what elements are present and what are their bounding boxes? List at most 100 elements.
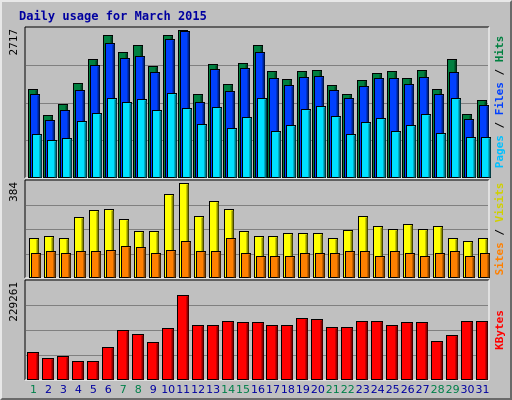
kbytes-kbytes-bar-3 xyxy=(57,356,69,380)
hits-pages-bar-29-shade xyxy=(458,99,461,178)
visits-sites-bar-15 xyxy=(241,253,251,278)
kbytes-kbytes-bar-20 xyxy=(311,319,323,380)
x-tick-day-28: 28 xyxy=(431,383,445,396)
hits-pages-bar-8-shade xyxy=(144,100,147,178)
hits-pages-bar-15 xyxy=(242,117,252,178)
visits-sites-bar-8-shade xyxy=(143,248,146,278)
x-tick-day-24: 24 xyxy=(371,383,385,396)
kbytes-kbytes-bar-16-shade xyxy=(261,323,264,380)
kbytes-kbytes-bar-23-shade xyxy=(365,322,368,380)
hits-pages-bar-16 xyxy=(257,98,267,178)
visits-sites-bar-4-shade xyxy=(83,252,86,278)
kbytes-kbytes-bar-5 xyxy=(87,361,99,380)
hits-pages-bar-3 xyxy=(62,138,72,178)
right-label-hits-part-1: Pages xyxy=(493,135,506,168)
hits-pages-bar-9-shade xyxy=(159,111,162,178)
right-label-kbytes-part-1: KBytes xyxy=(493,310,506,350)
visits-sites-bar-19-shade xyxy=(307,254,310,278)
hits-pages-bar-12 xyxy=(197,124,207,178)
x-tick-day-1: 1 xyxy=(30,383,37,396)
hits-pages-bar-31 xyxy=(481,137,491,178)
x-tick-day-5: 5 xyxy=(90,383,97,396)
visits-sites-bar-29 xyxy=(450,251,460,278)
visits-sites-bar-9-shade xyxy=(158,254,161,278)
hits-pages-bar-11 xyxy=(182,108,192,178)
hits-pages-bar-21-shade xyxy=(338,117,341,178)
x-tick-day-10: 10 xyxy=(161,383,175,396)
kbytes-kbytes-bar-1 xyxy=(27,352,39,380)
visits-sites-bar-4 xyxy=(76,251,86,278)
kbytes-kbytes-bar-8-shade xyxy=(141,335,144,380)
x-tick-day-16: 16 xyxy=(251,383,265,396)
visits-sites-bar-23-shade xyxy=(367,252,370,278)
hits-pages-bar-8 xyxy=(137,99,147,178)
visits-sites-bar-25 xyxy=(390,251,400,278)
x-tick-day-30: 30 xyxy=(461,383,475,396)
right-label-visits: Sites / Visits xyxy=(493,183,506,276)
x-tick-day-19: 19 xyxy=(296,383,310,396)
visits-sites-bar-27-shade xyxy=(427,257,430,278)
kbytes-kbytes-bar-11-shade xyxy=(186,296,189,380)
visits-sites-bar-9 xyxy=(151,253,161,278)
kbytes-kbytes-bar-9-shade xyxy=(156,343,159,380)
visits-sites-bar-29-shade xyxy=(457,252,460,278)
visits-sites-bar-24-shade xyxy=(382,257,385,278)
kbytes-kbytes-bar-30-shade xyxy=(470,322,473,380)
hits-pages-bar-18-shade xyxy=(293,126,296,178)
visits-sites-bar-31-shade xyxy=(487,254,490,278)
visits-sites-bar-30-shade xyxy=(472,257,475,278)
panel-kbytes: 229261 xyxy=(7,279,490,381)
visits-sites-bar-12 xyxy=(196,251,206,278)
kbytes-kbytes-bar-22-shade xyxy=(350,328,353,380)
hits-pages-bar-9 xyxy=(152,110,162,178)
visits-sites-bar-14 xyxy=(226,238,236,278)
x-tick-day-7: 7 xyxy=(120,383,127,396)
hits-pages-bar-21 xyxy=(331,116,341,178)
hits-pages-bar-15-shade xyxy=(249,118,252,178)
visits-sites-bar-20 xyxy=(315,253,325,278)
kbytes-kbytes-bar-14 xyxy=(222,321,234,380)
hits-pages-bar-4 xyxy=(77,121,87,178)
visits-sites-bar-7 xyxy=(121,246,131,278)
kbytes-kbytes-bar-28 xyxy=(431,341,443,380)
visits-sites-bar-5-shade xyxy=(98,252,101,278)
kbytes-kbytes-bar-5-shade xyxy=(96,362,99,380)
hits-pages-bar-1 xyxy=(32,134,42,178)
hits-pages-bar-1-shade xyxy=(39,135,42,178)
kbytes-kbytes-bar-17 xyxy=(266,325,278,380)
hits-pages-bar-30 xyxy=(466,137,476,178)
kbytes-kbytes-bar-15-shade xyxy=(246,323,249,380)
kbytes-kbytes-bar-17-shade xyxy=(275,326,278,380)
kbytes-kbytes-bar-31-shade xyxy=(485,322,488,380)
kbytes-kbytes-bar-12 xyxy=(192,325,204,380)
visits-visits-bar-5-shade xyxy=(96,211,99,278)
hits-pages-bar-23-shade xyxy=(368,123,371,178)
visits-sites-bar-22-shade xyxy=(352,252,355,278)
x-tick-day-23: 23 xyxy=(356,383,370,396)
x-tick-day-11: 11 xyxy=(176,383,190,396)
visits-max-label: 384 xyxy=(7,182,20,202)
visits-sites-bar-3 xyxy=(61,253,71,278)
visits-sites-bar-31 xyxy=(480,253,490,278)
kbytes-max-label: 229261 xyxy=(7,282,20,322)
visits-visits-bar-10-shade xyxy=(171,195,174,278)
hits-files-bar-25-shade xyxy=(396,79,399,178)
kbytes-kbytes-bar-27 xyxy=(416,322,428,380)
hits-pages-bar-5-shade xyxy=(99,114,102,178)
right-label-hits-part-3: Files xyxy=(493,82,506,115)
visits-sites-bar-16 xyxy=(256,256,266,278)
chart-title: Daily usage for March 2015 xyxy=(19,9,207,23)
x-tick-day-27: 27 xyxy=(416,383,430,396)
hits-pages-bar-2 xyxy=(47,140,57,178)
visits-sites-bar-24 xyxy=(375,256,385,278)
visits-sites-bar-11 xyxy=(181,241,191,278)
visits-sites-bar-11-shade xyxy=(188,242,191,278)
kbytes-kbytes-bar-25 xyxy=(386,325,398,380)
x-axis-labels: 1 2 3 4 5 6 7 8 9 10 11 12 13 14 15 16 17 18 19 20 21 22 23 24 2… xyxy=(30,383,490,396)
right-label-hits-part-4: / xyxy=(493,62,506,82)
visits-sites-bar-7-shade xyxy=(128,247,131,278)
kbytes-kbytes-bar-18 xyxy=(281,325,293,380)
kbytes-kbytes-bar-22 xyxy=(341,327,353,380)
hits-pages-bar-12-shade xyxy=(204,125,207,178)
hits-pages-bar-24 xyxy=(376,118,386,178)
